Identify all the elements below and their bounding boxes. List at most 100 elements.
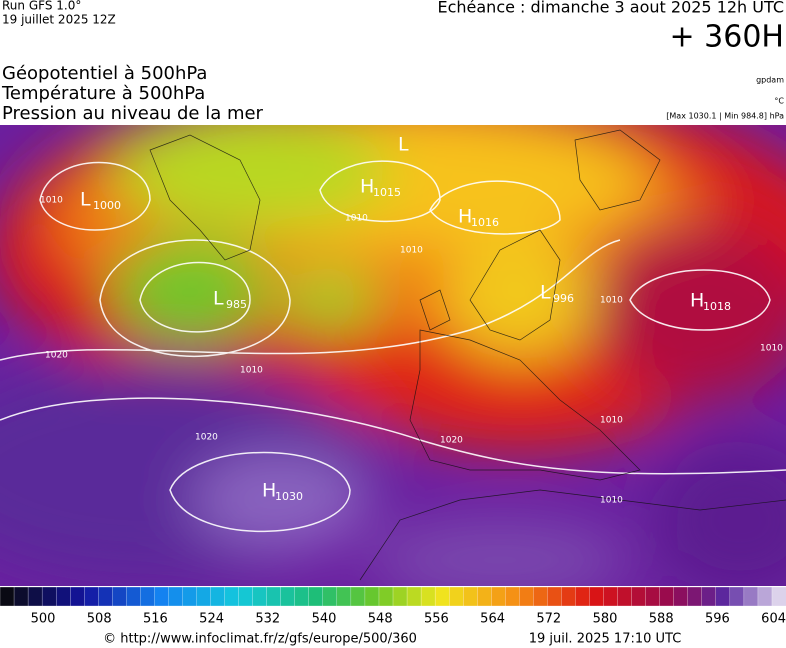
color-swatch	[55, 586, 71, 607]
colorbar-tick: 564	[480, 612, 505, 627]
center-letter: H	[262, 480, 276, 502]
unit: gpdam	[756, 76, 784, 85]
color-swatch	[364, 586, 380, 607]
footer-url: © http://www.infoclimat.fr/z/gfs/europe/…	[103, 632, 417, 647]
color-swatch	[266, 586, 282, 607]
unit: [Max 1030.1 | Min 984.8] hPa	[666, 112, 784, 121]
color-swatch	[252, 586, 268, 607]
colorbar-tick: 540	[312, 612, 337, 627]
color-swatch	[631, 586, 647, 607]
center-letter: H	[360, 176, 374, 198]
isobar-label: 1010	[600, 416, 623, 426]
lead-time: + 360H	[670, 20, 785, 55]
color-swatch	[491, 586, 506, 607]
center-letter: L	[213, 288, 224, 310]
color-swatch	[84, 586, 99, 607]
isobar-label: 1020	[45, 351, 68, 361]
color-swatch	[294, 586, 310, 607]
center-letter: H	[458, 206, 472, 228]
title: Température à 500hPa	[1, 83, 205, 104]
color-swatch	[112, 586, 127, 607]
color-swatch	[589, 586, 604, 607]
colorbar-tick: 596	[705, 612, 730, 627]
color-swatch	[575, 586, 590, 607]
colorbar-tick: 500	[31, 612, 56, 627]
color-swatch	[771, 586, 786, 607]
color-swatch	[140, 586, 155, 607]
center-value: 985	[226, 298, 247, 311]
run-date: 19 juillet 2025 12Z	[2, 13, 116, 27]
color-swatch	[448, 586, 464, 607]
color-swatch	[378, 586, 394, 607]
color-swatch	[126, 586, 141, 607]
colorbar-tick: 556	[424, 612, 449, 627]
center-letter: L	[540, 282, 551, 304]
colorbar-tick: 508	[87, 612, 112, 627]
isobar-label: 1010	[345, 214, 368, 224]
color-swatch	[70, 586, 85, 607]
center-value: 996	[553, 292, 574, 305]
center-letter: L	[398, 134, 409, 156]
center-value: 1018	[703, 300, 731, 313]
colorbar-tick: 532	[255, 612, 280, 627]
color-swatch	[196, 586, 211, 607]
center-value: 1030	[275, 490, 303, 503]
color-swatch	[210, 586, 226, 607]
isobar-label: 1020	[195, 433, 218, 443]
color-swatch	[420, 586, 436, 607]
center-value: 1016	[471, 216, 499, 229]
color-swatch	[308, 586, 324, 607]
color-swatch	[729, 586, 745, 607]
valid-time: Echéance : dimanche 3 aout 2025 12h UTC	[437, 0, 784, 17]
color-swatch	[743, 586, 759, 607]
color-swatch	[687, 586, 703, 607]
footer-date: 19 juil. 2025 17:10 UTC	[529, 632, 682, 647]
isobar-label: 1010	[600, 496, 623, 506]
colorbar-tick: 548	[368, 612, 393, 627]
color-swatch	[757, 586, 773, 607]
title: Pression au niveau de la mer	[2, 103, 264, 124]
isobar-label: 1010	[760, 344, 783, 354]
color-swatch	[350, 586, 366, 607]
unit: °C	[774, 97, 784, 106]
center-letter: L	[80, 189, 91, 211]
color-swatch	[547, 586, 562, 607]
center-letter: H	[690, 290, 704, 312]
color-swatch	[505, 586, 520, 607]
colorbar-tick: 516	[143, 612, 168, 627]
color-swatch	[182, 586, 197, 607]
colorbar-tick: 604	[761, 612, 786, 627]
color-swatch	[41, 586, 57, 607]
color-swatch	[27, 586, 43, 607]
color-swatch	[617, 586, 633, 607]
color-swatch	[406, 586, 422, 607]
isobar-label: 1010	[400, 246, 423, 256]
isobar-label: 1010	[40, 196, 63, 206]
color-swatch	[463, 586, 478, 607]
color-swatch	[224, 586, 240, 607]
title: Géopotentiel à 500hPa	[2, 63, 207, 84]
color-swatch	[322, 586, 338, 607]
color-swatch	[238, 586, 254, 607]
colorbar-tick: 588	[649, 612, 674, 627]
isobar-label: 1020	[440, 436, 463, 446]
isobar-label: 1010	[600, 296, 623, 306]
color-swatch	[603, 586, 619, 607]
color-swatch	[280, 586, 296, 607]
color-swatch	[659, 586, 675, 607]
run: Run GFS 1.0°	[2, 0, 81, 13]
center-value: 1015	[373, 186, 401, 199]
colorbar-tick: 580	[593, 612, 618, 627]
color-swatch	[168, 586, 183, 607]
color-swatch	[645, 586, 661, 607]
color-swatch	[673, 586, 689, 607]
color-swatch	[701, 586, 717, 607]
color-swatch	[533, 586, 548, 607]
color-swatch	[392, 586, 408, 607]
center-value: 1000	[93, 199, 121, 212]
colorbar-tick: 572	[536, 612, 561, 627]
color-swatch	[336, 586, 352, 607]
color-swatch	[519, 586, 534, 607]
